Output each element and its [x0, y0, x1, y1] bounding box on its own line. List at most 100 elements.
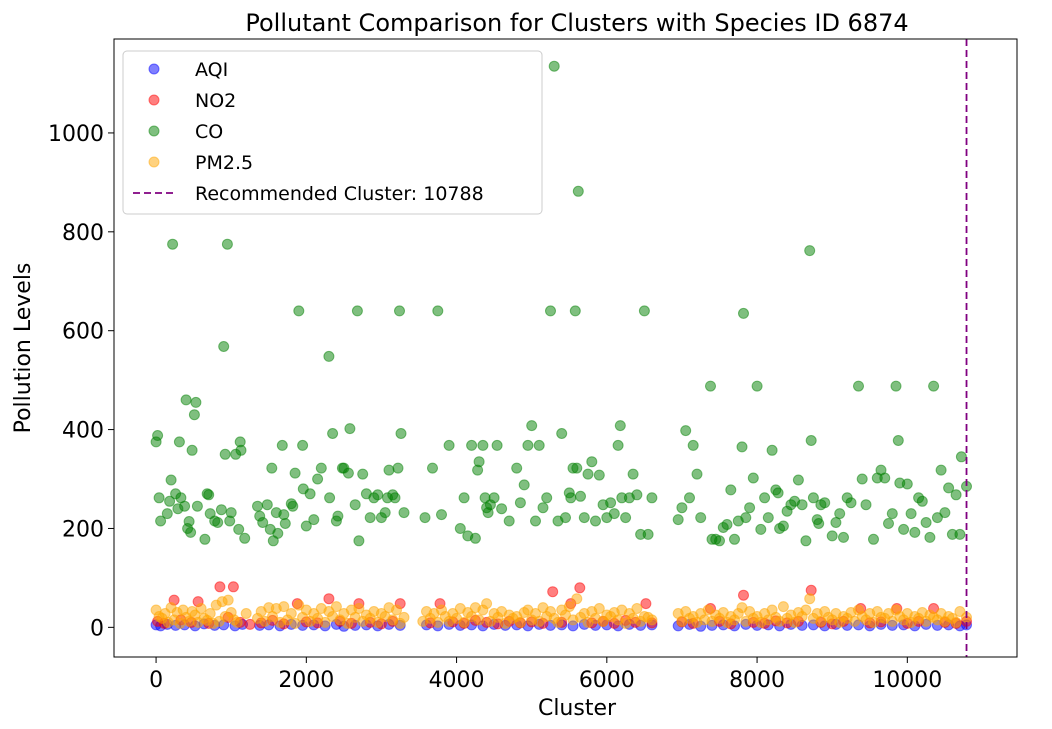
point-co	[807, 492, 819, 504]
point-co	[605, 497, 617, 509]
x-tick-label: 4000	[429, 668, 485, 693]
point-co	[218, 341, 230, 352]
point-co	[278, 509, 290, 521]
point-pm25	[804, 593, 816, 605]
point-co	[357, 468, 369, 480]
point-co	[233, 523, 245, 535]
point-co	[680, 425, 692, 437]
point-co	[349, 499, 361, 511]
point-pm25	[259, 615, 271, 627]
point-co	[272, 527, 284, 539]
point-pm25	[353, 603, 365, 614]
point-co	[436, 509, 447, 521]
point-co	[646, 492, 658, 504]
point-co	[898, 523, 910, 535]
point-co	[289, 467, 301, 479]
point-co	[297, 439, 309, 451]
point-co	[398, 507, 410, 519]
point-co	[522, 439, 534, 451]
point-pm25	[533, 615, 545, 627]
point-co	[180, 394, 192, 406]
point-co	[804, 245, 816, 257]
legend-marker-pm25	[148, 156, 160, 168]
legend-label-recommended: Recommended Cluster: 10788	[195, 183, 484, 205]
point-co	[364, 512, 376, 524]
point-co	[266, 462, 278, 474]
point-co	[890, 380, 902, 392]
point-co	[627, 468, 639, 480]
point-co	[300, 520, 312, 532]
point-co	[751, 380, 763, 392]
point-co	[155, 515, 167, 527]
point-co	[383, 464, 395, 476]
point-co	[541, 492, 553, 504]
point-co	[185, 526, 197, 538]
point-co	[389, 492, 401, 504]
point-co	[892, 435, 904, 446]
point-co	[819, 497, 831, 509]
point-co	[312, 473, 324, 485]
point-pm25	[777, 601, 789, 613]
point-co	[691, 468, 703, 480]
point-pm25	[473, 614, 485, 626]
point-co	[327, 428, 339, 439]
point-pm25	[789, 616, 801, 628]
point-co	[608, 508, 620, 520]
point-co	[394, 305, 405, 317]
point-co	[458, 492, 470, 504]
point-co	[572, 185, 584, 197]
point-pm25	[646, 614, 658, 626]
point-co	[511, 462, 523, 474]
point-co	[939, 507, 951, 519]
point-co	[293, 305, 305, 317]
x-tick-label: 6000	[579, 668, 635, 693]
point-co	[530, 515, 541, 527]
point-no2	[323, 593, 335, 605]
y-axis-label: Pollution Levels	[11, 263, 36, 434]
point-co	[738, 307, 749, 319]
point-pm25	[432, 616, 444, 628]
point-co	[705, 380, 716, 392]
point-co	[239, 532, 251, 544]
point-co	[332, 510, 344, 522]
point-pm25	[278, 601, 290, 613]
point-pm25	[593, 603, 605, 614]
x-axis-label: Cluster	[538, 696, 617, 721]
point-co	[631, 489, 643, 501]
point-co	[488, 492, 500, 504]
point-co	[766, 444, 778, 456]
legend: AQI NO2 CO PM2.5 Recommended Cluster: 10…	[122, 50, 543, 215]
legend-marker-no2	[148, 94, 160, 106]
point-co	[560, 512, 571, 524]
x-tick-label: 2000	[278, 668, 334, 693]
y-tick-label: 1000	[48, 122, 104, 147]
point-co	[548, 60, 560, 72]
x-tick-label: 0	[149, 668, 163, 693]
point-no2	[214, 581, 226, 593]
point-co	[353, 535, 365, 547]
point-co	[744, 502, 756, 514]
point-pm25	[293, 599, 305, 611]
point-co	[344, 423, 356, 435]
point-co	[153, 492, 165, 504]
point-co	[800, 535, 812, 547]
point-co	[772, 487, 784, 499]
legend-box	[122, 50, 543, 215]
point-co	[308, 514, 320, 526]
point-co	[721, 519, 733, 530]
point-co	[179, 500, 191, 512]
point-co	[183, 516, 195, 527]
point-co	[526, 420, 538, 432]
point-co	[687, 439, 699, 451]
point-co	[545, 305, 556, 317]
point-co	[477, 439, 489, 451]
point-no2	[547, 586, 559, 598]
point-co	[432, 305, 444, 317]
point-co	[736, 441, 748, 453]
x-tick-label: 10000	[872, 668, 942, 693]
point-co	[714, 535, 725, 547]
point-co	[152, 430, 164, 441]
points-layer	[150, 60, 972, 632]
point-co	[838, 531, 849, 543]
